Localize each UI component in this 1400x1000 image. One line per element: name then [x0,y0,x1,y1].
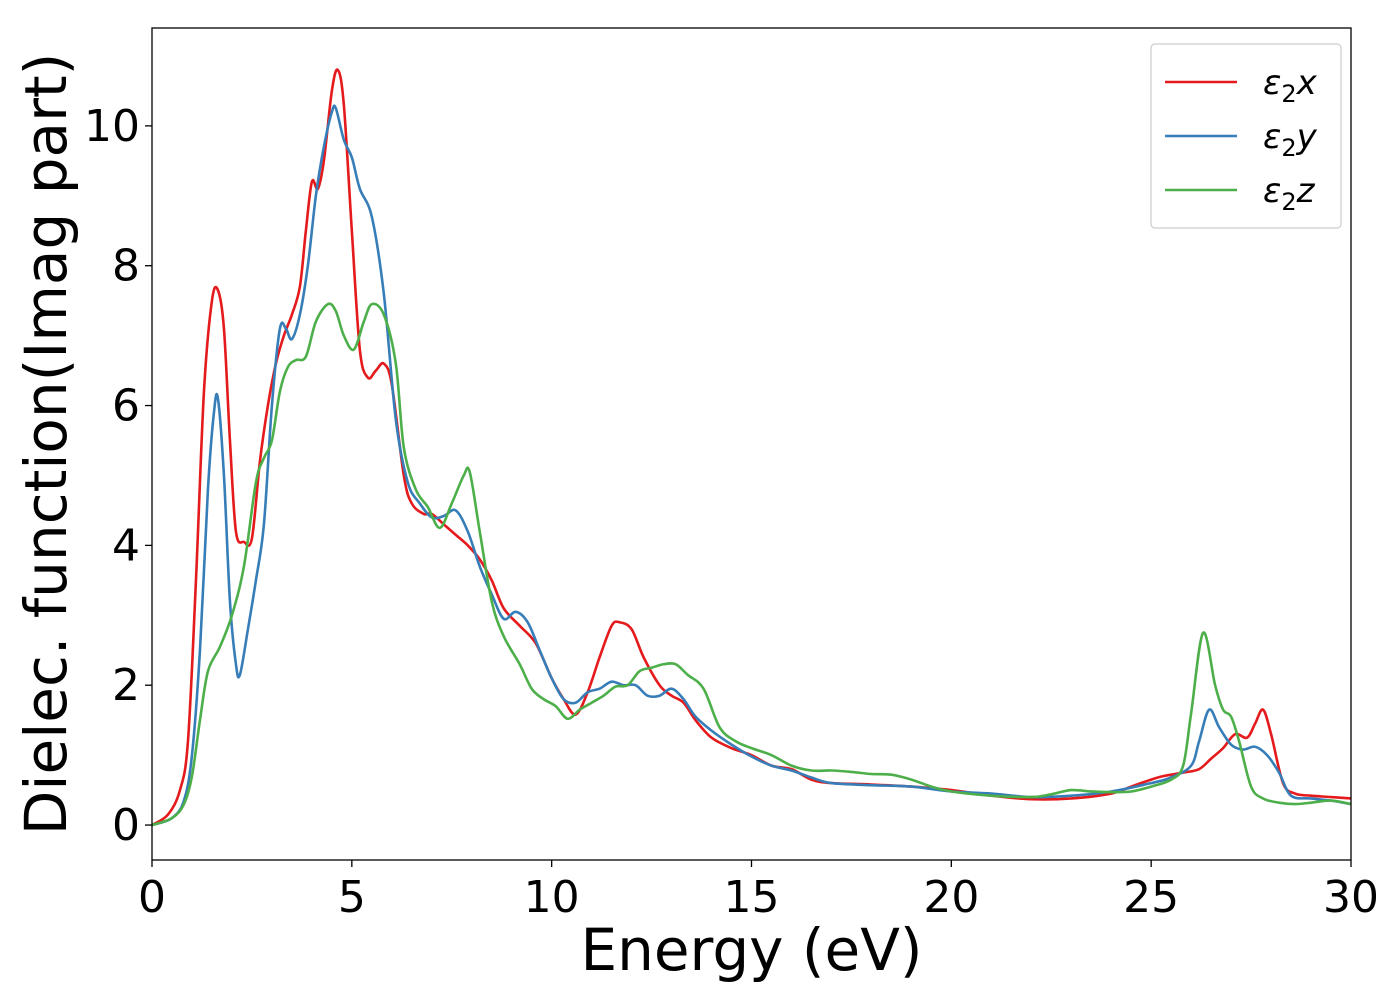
y-tick-label: 0 [112,800,140,851]
y-tick-label: 8 [112,241,140,292]
x-axis: 0 5 10 15 20 25 30 [138,860,1379,923]
legend-box [1150,43,1342,229]
legend: ε2x ε2y ε2z [1150,43,1342,229]
x-tick-label: 30 [1323,872,1379,923]
x-axis-title: Energy (eV) [580,916,922,984]
x-tick-label: 20 [923,872,979,923]
legend-label-z: ε2z [1263,171,1316,216]
y-tick-label: 4 [112,520,140,571]
series-line-x [151,68,1352,827]
legend-label-x: ε2x [1263,63,1318,108]
legend-label-y: ε2y [1263,117,1318,162]
y-axis-title: Dielec. function(Imag part) [12,53,80,836]
x-tick-label: 0 [138,872,166,923]
x-tick-label: 25 [1123,872,1179,923]
y-tick-label: 10 [84,101,140,152]
y-tick-label: 6 [112,381,140,432]
series-line-z [151,302,1352,827]
x-tick-label: 10 [524,872,580,923]
y-tick-label: 2 [112,660,140,711]
series-layer [151,68,1352,827]
x-tick-label: 5 [338,872,366,923]
x-tick-label: 15 [724,872,780,923]
series-line-y [151,104,1352,827]
y-axis: 0 2 4 6 8 10 [84,101,152,851]
